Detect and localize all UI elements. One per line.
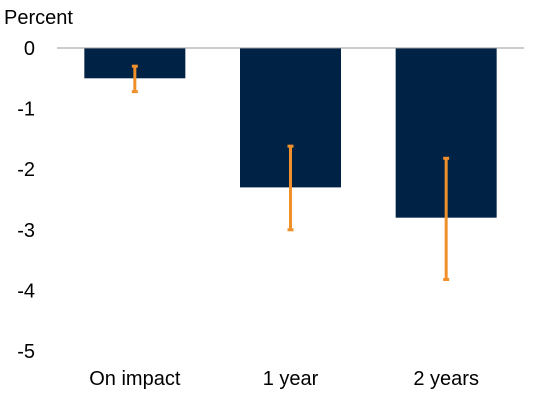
- error-bar: [131, 64, 138, 94]
- bars-group: [84, 48, 497, 218]
- y-tick-label: -2: [17, 159, 35, 181]
- y-tick-label: -4: [17, 280, 35, 302]
- error-bars-group: [131, 64, 450, 281]
- y-axis-ticks: 0 -1 -2 -3 -4 -5: [17, 38, 35, 363]
- x-category-label: 1 year: [263, 368, 319, 390]
- error-bar: [443, 156, 450, 281]
- x-category-label: 2 years: [413, 368, 479, 390]
- y-tick-label: 0: [24, 38, 35, 60]
- y-tick-label: -5: [17, 341, 35, 363]
- y-tick-label: -3: [17, 220, 35, 242]
- x-axis-labels: On impact 1 year 2 years: [89, 368, 479, 390]
- error-bar: [287, 144, 294, 232]
- x-category-label: On impact: [89, 368, 181, 390]
- y-tick-label: -1: [17, 99, 35, 121]
- y-axis-unit-label: Percent: [4, 7, 73, 29]
